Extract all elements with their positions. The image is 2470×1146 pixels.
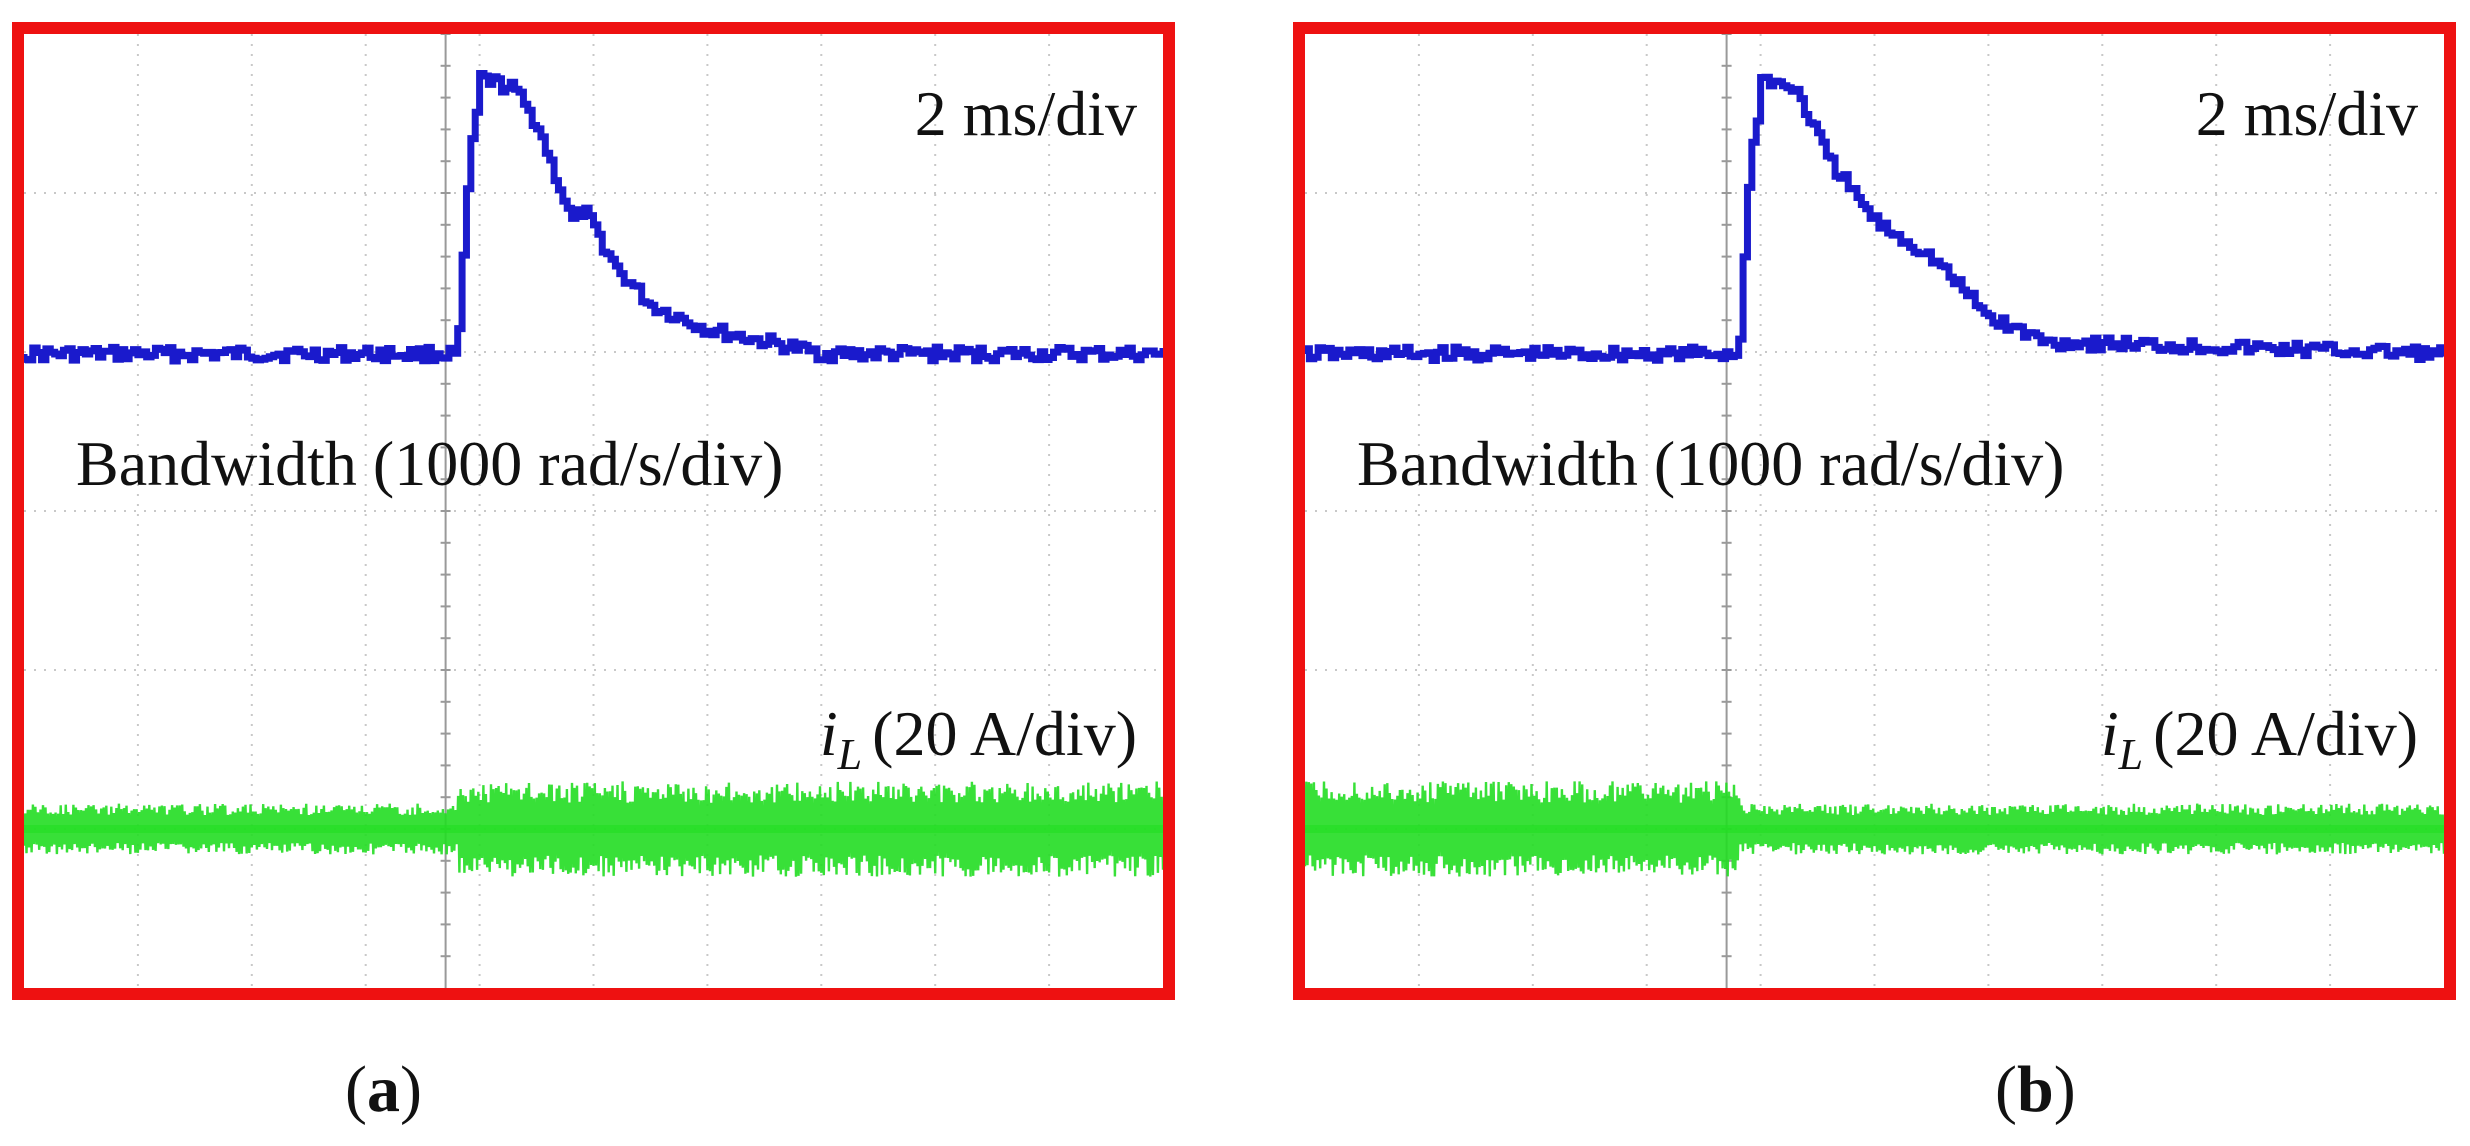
caption-open: (	[345, 1053, 367, 1126]
current-subscript: L	[2118, 730, 2144, 779]
timebase-label: 2 ms/div	[2195, 78, 2418, 149]
caption-a: (a)	[345, 1052, 422, 1128]
current-trace	[1305, 781, 2444, 877]
caption-open: (	[1995, 1053, 2017, 1126]
current-symbol: i	[2100, 698, 2119, 769]
caption-letter: a	[366, 1053, 400, 1126]
caption-b: (b)	[1995, 1052, 2076, 1128]
current-scale: (20 A/div)	[872, 698, 1137, 769]
bandwidth-trace	[1305, 73, 2444, 364]
bandwidth-trace-label: Bandwidth (1000 rad/s/div)	[1357, 428, 2065, 499]
scope-plot-a	[24, 34, 1163, 988]
current-symbol: i	[819, 698, 838, 769]
bandwidth-trace	[24, 70, 1163, 365]
current-scale: (20 A/div)	[2153, 698, 2418, 769]
caption-letter: b	[2016, 1053, 2054, 1126]
current-trace-label: iL (20 A/div)	[2101, 702, 2418, 777]
caption-close: )	[399, 1053, 422, 1126]
scope-panel-b: 2 ms/div Bandwidth (1000 rad/s/div) iL (2…	[1293, 22, 2456, 1000]
scope-plot-b	[1305, 34, 2444, 988]
caption-close: )	[2053, 1053, 2076, 1126]
scope-panel-a: 2 ms/div Bandwidth (1000 rad/s/div) iL (2…	[12, 22, 1175, 1000]
current-trace	[24, 781, 1163, 877]
bandwidth-trace-label: Bandwidth (1000 rad/s/div)	[76, 428, 784, 499]
current-subscript: L	[837, 730, 863, 779]
current-trace-label: iL (20 A/div)	[820, 702, 1137, 777]
timebase-label: 2 ms/div	[914, 78, 1137, 149]
